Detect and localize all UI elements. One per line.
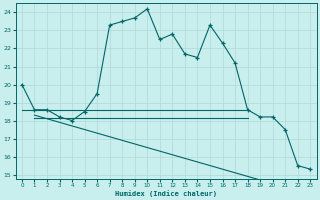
X-axis label: Humidex (Indice chaleur): Humidex (Indice chaleur) <box>115 190 217 197</box>
